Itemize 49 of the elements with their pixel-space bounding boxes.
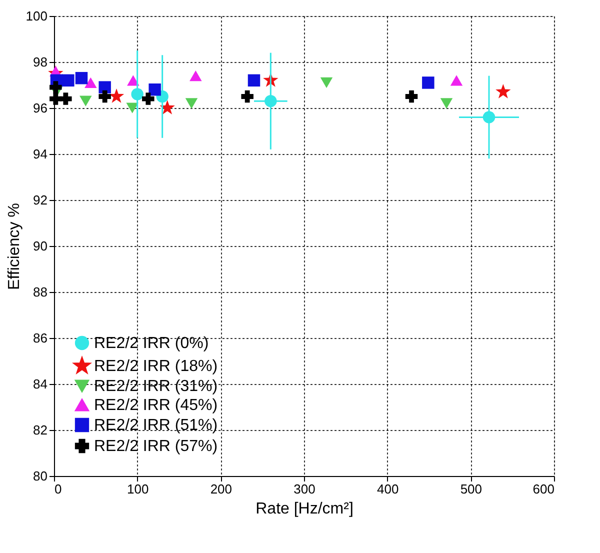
point [62, 74, 74, 87]
legend-label: RE2/2 IRR (51%) [94, 417, 218, 434]
point [190, 70, 202, 82]
point [185, 98, 198, 109]
point [50, 81, 62, 94]
x-tick-label: 500 [460, 482, 482, 496]
x-tick-label: 400 [376, 482, 399, 496]
legend-label: RE2/2 IRR (0%) [94, 335, 209, 352]
point [142, 92, 154, 105]
point [440, 98, 453, 109]
legend-label: RE2/2 IRR (57%) [94, 438, 218, 455]
y-tick-label: 94 [33, 146, 48, 162]
x-tick-label: 600 [532, 482, 554, 496]
y-tick-label: 98 [33, 54, 48, 70]
y-tick-label: 100 [26, 8, 48, 24]
point [75, 72, 88, 84]
y-tick-label: 96 [33, 100, 48, 116]
x-tick-label: 0 [54, 482, 62, 496]
y-axis-title: Efficiency % [6, 203, 23, 290]
y-tick-label: 86 [33, 330, 48, 346]
point [148, 83, 161, 96]
point [84, 77, 97, 88]
x-axis-title: Rate [Hz/cm²] [256, 500, 354, 518]
point [450, 75, 463, 86]
point [248, 74, 260, 87]
y-tick-label: 88 [33, 284, 48, 300]
y-tick-label: 90 [33, 238, 48, 254]
point [320, 77, 333, 88]
point [98, 81, 111, 94]
x-tick-label: 200 [210, 482, 232, 496]
y-tick-label: 80 [33, 468, 48, 484]
point [160, 100, 175, 114]
point [80, 96, 92, 106]
legend-label: RE2/2 IRR (45%) [94, 397, 218, 414]
point [405, 90, 418, 103]
point [108, 88, 124, 103]
legend-label: RE2/2 IRR (31%) [94, 378, 218, 395]
point [422, 76, 434, 89]
legend-label: RE2/2 IRR (18%) [94, 358, 218, 375]
point [98, 90, 111, 103]
y-tick-label: 84 [33, 376, 48, 392]
point [496, 84, 511, 98]
y-tick-label: 82 [33, 422, 48, 438]
point [60, 92, 72, 105]
x-tick-label: 100 [126, 482, 149, 496]
point [241, 90, 254, 103]
x-tick-label: 300 [294, 482, 316, 496]
y-tick-label: 92 [33, 192, 48, 208]
point [126, 102, 138, 114]
